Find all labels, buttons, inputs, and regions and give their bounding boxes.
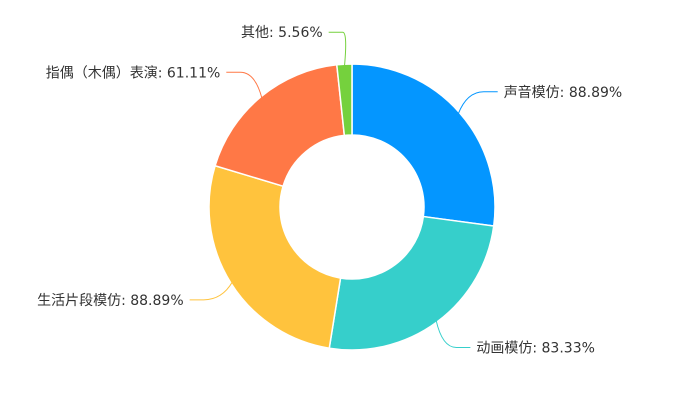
slice-3[interactable] bbox=[214, 63, 346, 188]
leader-line-1 bbox=[435, 320, 471, 348]
slice-label-1: 动画模仿: 83.33% bbox=[476, 340, 595, 356]
slice-1[interactable] bbox=[328, 215, 495, 351]
slice-2[interactable] bbox=[208, 164, 342, 350]
slice-label-0: 声音模仿: 88.89% bbox=[504, 84, 623, 101]
leader-line-2 bbox=[189, 281, 233, 301]
slice-label-4: 其他: 5.56% bbox=[241, 25, 323, 41]
leader-line-3 bbox=[226, 71, 263, 99]
slice-label-3: 指偶（木偶）表演: 61.11% bbox=[46, 65, 221, 81]
slice-4[interactable] bbox=[335, 63, 353, 137]
leader-line-0 bbox=[457, 91, 498, 115]
slice-0[interactable] bbox=[351, 63, 496, 227]
slice-label-2: 生活片段模仿: 88.89% bbox=[37, 293, 184, 309]
leader-line-4 bbox=[328, 31, 347, 67]
